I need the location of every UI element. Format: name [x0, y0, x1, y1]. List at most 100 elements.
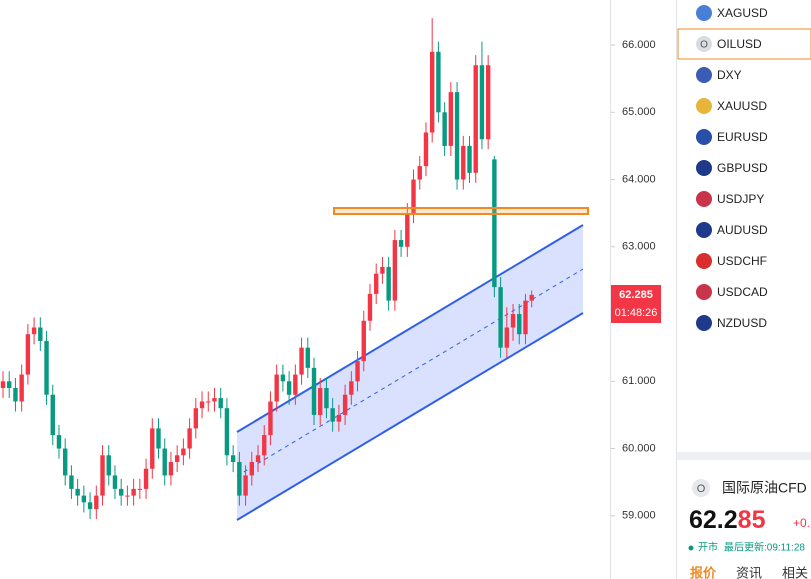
- candle-body: [336, 414, 342, 422]
- candle-body: [156, 428, 161, 449]
- candle-body: [293, 374, 298, 395]
- symbol-icon: [696, 5, 712, 21]
- candle-body: [199, 401, 205, 409]
- candle-body: [19, 374, 24, 402]
- y-tick-label: 60.000: [622, 442, 656, 454]
- candle-body: [473, 65, 478, 173]
- candle-body: [467, 145, 472, 173]
- candle-body: [212, 398, 217, 402]
- symbol-name[interactable]: NZDUSD: [717, 316, 767, 330]
- candle-body: [286, 381, 292, 395]
- candle-body: [374, 273, 379, 294]
- symbol-name[interactable]: EURUSD: [717, 130, 768, 144]
- symbol-icon: [696, 284, 712, 300]
- candle-body: [106, 455, 111, 476]
- y-tick-label: 64.000: [622, 173, 656, 185]
- candle-body: [50, 394, 55, 436]
- quote-price: 62.285: [689, 506, 766, 534]
- separator: [677, 452, 811, 460]
- candle-body: [330, 408, 335, 422]
- candle-body: [461, 145, 466, 180]
- symbol-name[interactable]: XAUUSD: [717, 99, 767, 113]
- quote-updated: 最后更新:09:11:28: [724, 541, 805, 554]
- candle-body: [237, 461, 242, 496]
- candle-body: [510, 314, 516, 328]
- candle-body: [174, 455, 180, 462]
- candle-body: [56, 435, 62, 449]
- candle-body: [38, 327, 43, 341]
- candle-body: [523, 300, 528, 335]
- quote-icon: [692, 479, 710, 497]
- candle-body: [63, 448, 68, 476]
- candle-body: [268, 401, 273, 436]
- candle-body: [112, 475, 118, 489]
- candle-body: [13, 388, 18, 402]
- candle-body: [398, 240, 404, 247]
- symbol-icon: [696, 67, 712, 83]
- candle-body: [448, 92, 454, 146]
- candle-body: [479, 65, 485, 140]
- symbol-icon: [696, 36, 712, 52]
- symbol-name[interactable]: AUDUSD: [717, 223, 768, 237]
- candle-body: [218, 398, 223, 409]
- candle-body: [75, 488, 80, 496]
- candle-body: [417, 166, 422, 180]
- candle-body: [187, 428, 192, 449]
- candle-body: [318, 388, 323, 415]
- symbol-icon: [696, 191, 712, 207]
- candle-body: [349, 381, 354, 395]
- candle-body: [405, 213, 410, 247]
- candle-body: [193, 408, 199, 429]
- candle-body: [162, 448, 167, 476]
- candle-body: [81, 495, 87, 503]
- price-main: 62.2: [689, 506, 738, 534]
- candle-body: [262, 435, 267, 456]
- candle-body: [243, 475, 248, 496]
- quote-icon-text: O: [697, 483, 706, 495]
- candle-body: [324, 388, 329, 409]
- candle-body: [168, 461, 174, 476]
- last-price-box: [611, 285, 661, 323]
- countdown: 01:48:26: [615, 307, 658, 319]
- symbol-name[interactable]: OILUSD: [717, 37, 762, 51]
- y-tick-label: 63.000: [622, 241, 656, 253]
- candle-body: [143, 468, 149, 489]
- candle-body: [299, 347, 304, 375]
- symbol-name[interactable]: USDCAD: [717, 285, 768, 299]
- quote-tab[interactable]: 资讯: [736, 565, 762, 579]
- channel-mid: [236, 268, 584, 477]
- symbol-name[interactable]: USDJPY: [717, 192, 764, 206]
- candle-body: [423, 132, 429, 167]
- candle-body: [342, 394, 348, 415]
- quote-name: 国际原油CFD: [722, 480, 807, 496]
- symbol-icon: [696, 160, 712, 176]
- candle-body: [274, 374, 279, 402]
- symbol-name[interactable]: GBPUSD: [717, 161, 768, 175]
- symbol-name[interactable]: USDCHF: [717, 254, 767, 268]
- selected-row: [677, 28, 811, 60]
- candle-body: [87, 502, 93, 510]
- y-tick-label: 66.000: [622, 39, 656, 51]
- status-dot: [688, 545, 694, 551]
- symbol-icon-text: O: [700, 40, 708, 51]
- candle-body: [411, 179, 416, 214]
- candle-body: [249, 461, 254, 476]
- candle-body: [125, 495, 130, 497]
- candle-body: [454, 92, 460, 180]
- quote-tab[interactable]: 报价: [690, 565, 717, 579]
- candle-body: [94, 495, 99, 510]
- symbol-name[interactable]: DXY: [717, 68, 742, 82]
- candle-body: [224, 408, 230, 456]
- candle-body: [69, 475, 74, 489]
- candle-body: [367, 293, 373, 321]
- symbol-name[interactable]: XAGUSD: [717, 6, 768, 20]
- candle-body: [131, 488, 136, 496]
- quote-tab[interactable]: 相关: [782, 565, 808, 579]
- candle-body: [44, 340, 49, 395]
- symbol-icon: [696, 315, 712, 331]
- candle-body: [118, 488, 124, 496]
- candle-body: [492, 159, 497, 288]
- candle-body: [355, 361, 360, 382]
- candle-body: [137, 488, 143, 490]
